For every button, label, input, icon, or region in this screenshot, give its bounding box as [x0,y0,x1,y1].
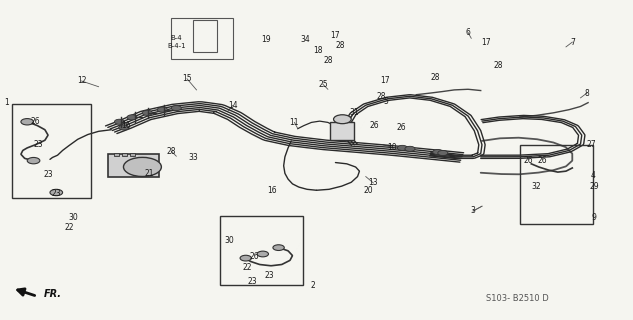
Text: 18: 18 [313,45,322,55]
Bar [220,216,303,285]
Bar [330,122,354,140]
Text: 21: 21 [144,169,154,178]
Text: 28: 28 [430,73,440,82]
Text: 28: 28 [166,147,176,156]
Circle shape [50,189,63,196]
Text: 27: 27 [586,140,596,149]
Text: 6: 6 [466,28,470,37]
Text: 23: 23 [43,170,53,179]
Text: 33: 33 [189,153,198,162]
Text: 32: 32 [532,182,541,191]
Text: 16: 16 [121,121,130,130]
Bar [193,20,217,52]
Text: 16: 16 [268,186,277,195]
Text: 34: 34 [300,35,310,44]
Bar [172,18,233,59]
Text: 17: 17 [481,38,491,47]
Circle shape [172,106,181,111]
Text: 25: 25 [318,80,328,89]
Text: 23: 23 [34,140,44,149]
Text: 15: 15 [182,74,192,83]
Text: 12: 12 [77,76,86,85]
Text: 10: 10 [387,143,397,152]
Text: 3: 3 [471,206,475,215]
Text: 26: 26 [397,123,406,132]
Circle shape [119,125,129,130]
Circle shape [142,110,153,116]
Text: S103- B2510 D: S103- B2510 D [486,294,549,303]
Circle shape [27,157,40,164]
Text: 8: 8 [584,89,589,98]
Text: 22: 22 [64,223,73,232]
Text: B-4: B-4 [170,35,182,41]
Circle shape [21,119,34,125]
Text: 9: 9 [592,213,597,222]
Text: B-4-1: B-4-1 [167,43,185,49]
Text: 19: 19 [261,35,271,44]
Text: 28: 28 [335,41,345,51]
Text: 14: 14 [229,101,238,110]
Text: 26: 26 [370,121,379,130]
Text: 23: 23 [265,271,274,280]
Text: 1: 1 [4,98,9,107]
Circle shape [158,107,168,112]
Circle shape [405,146,415,151]
Text: 11: 11 [290,118,299,127]
Text: 30: 30 [225,236,234,245]
Text: 5: 5 [384,97,389,106]
Circle shape [115,119,125,124]
Circle shape [240,255,251,261]
Text: 23: 23 [51,189,61,198]
Text: 28: 28 [323,56,332,65]
Bar [520,145,592,224]
Text: 28: 28 [376,92,385,101]
Circle shape [433,149,443,155]
Bar [122,153,127,156]
Bar [115,153,120,156]
Circle shape [123,157,161,177]
Text: 17: 17 [380,76,389,85]
Bar [12,104,91,198]
Text: 26: 26 [538,156,548,165]
Circle shape [438,150,448,156]
Text: 17: 17 [330,31,341,40]
Circle shape [334,115,351,124]
Circle shape [127,115,137,120]
Text: 20: 20 [363,186,373,195]
Text: 23: 23 [248,277,257,286]
Bar [108,154,159,177]
Circle shape [398,145,408,150]
Text: 28: 28 [494,60,503,69]
Circle shape [257,251,268,257]
Text: FR.: FR. [44,289,61,299]
Text: 26: 26 [30,116,41,126]
Text: 2: 2 [311,281,316,290]
Text: 26: 26 [523,156,533,165]
Text: 13: 13 [368,179,378,188]
Bar [130,153,135,156]
Circle shape [273,245,284,251]
Text: 31: 31 [349,108,359,117]
Text: 29: 29 [589,182,599,191]
Text: 30: 30 [68,213,78,222]
Text: 4: 4 [591,172,596,180]
Text: 26: 26 [250,252,260,261]
Text: 7: 7 [570,38,575,47]
Text: 22: 22 [242,263,252,272]
